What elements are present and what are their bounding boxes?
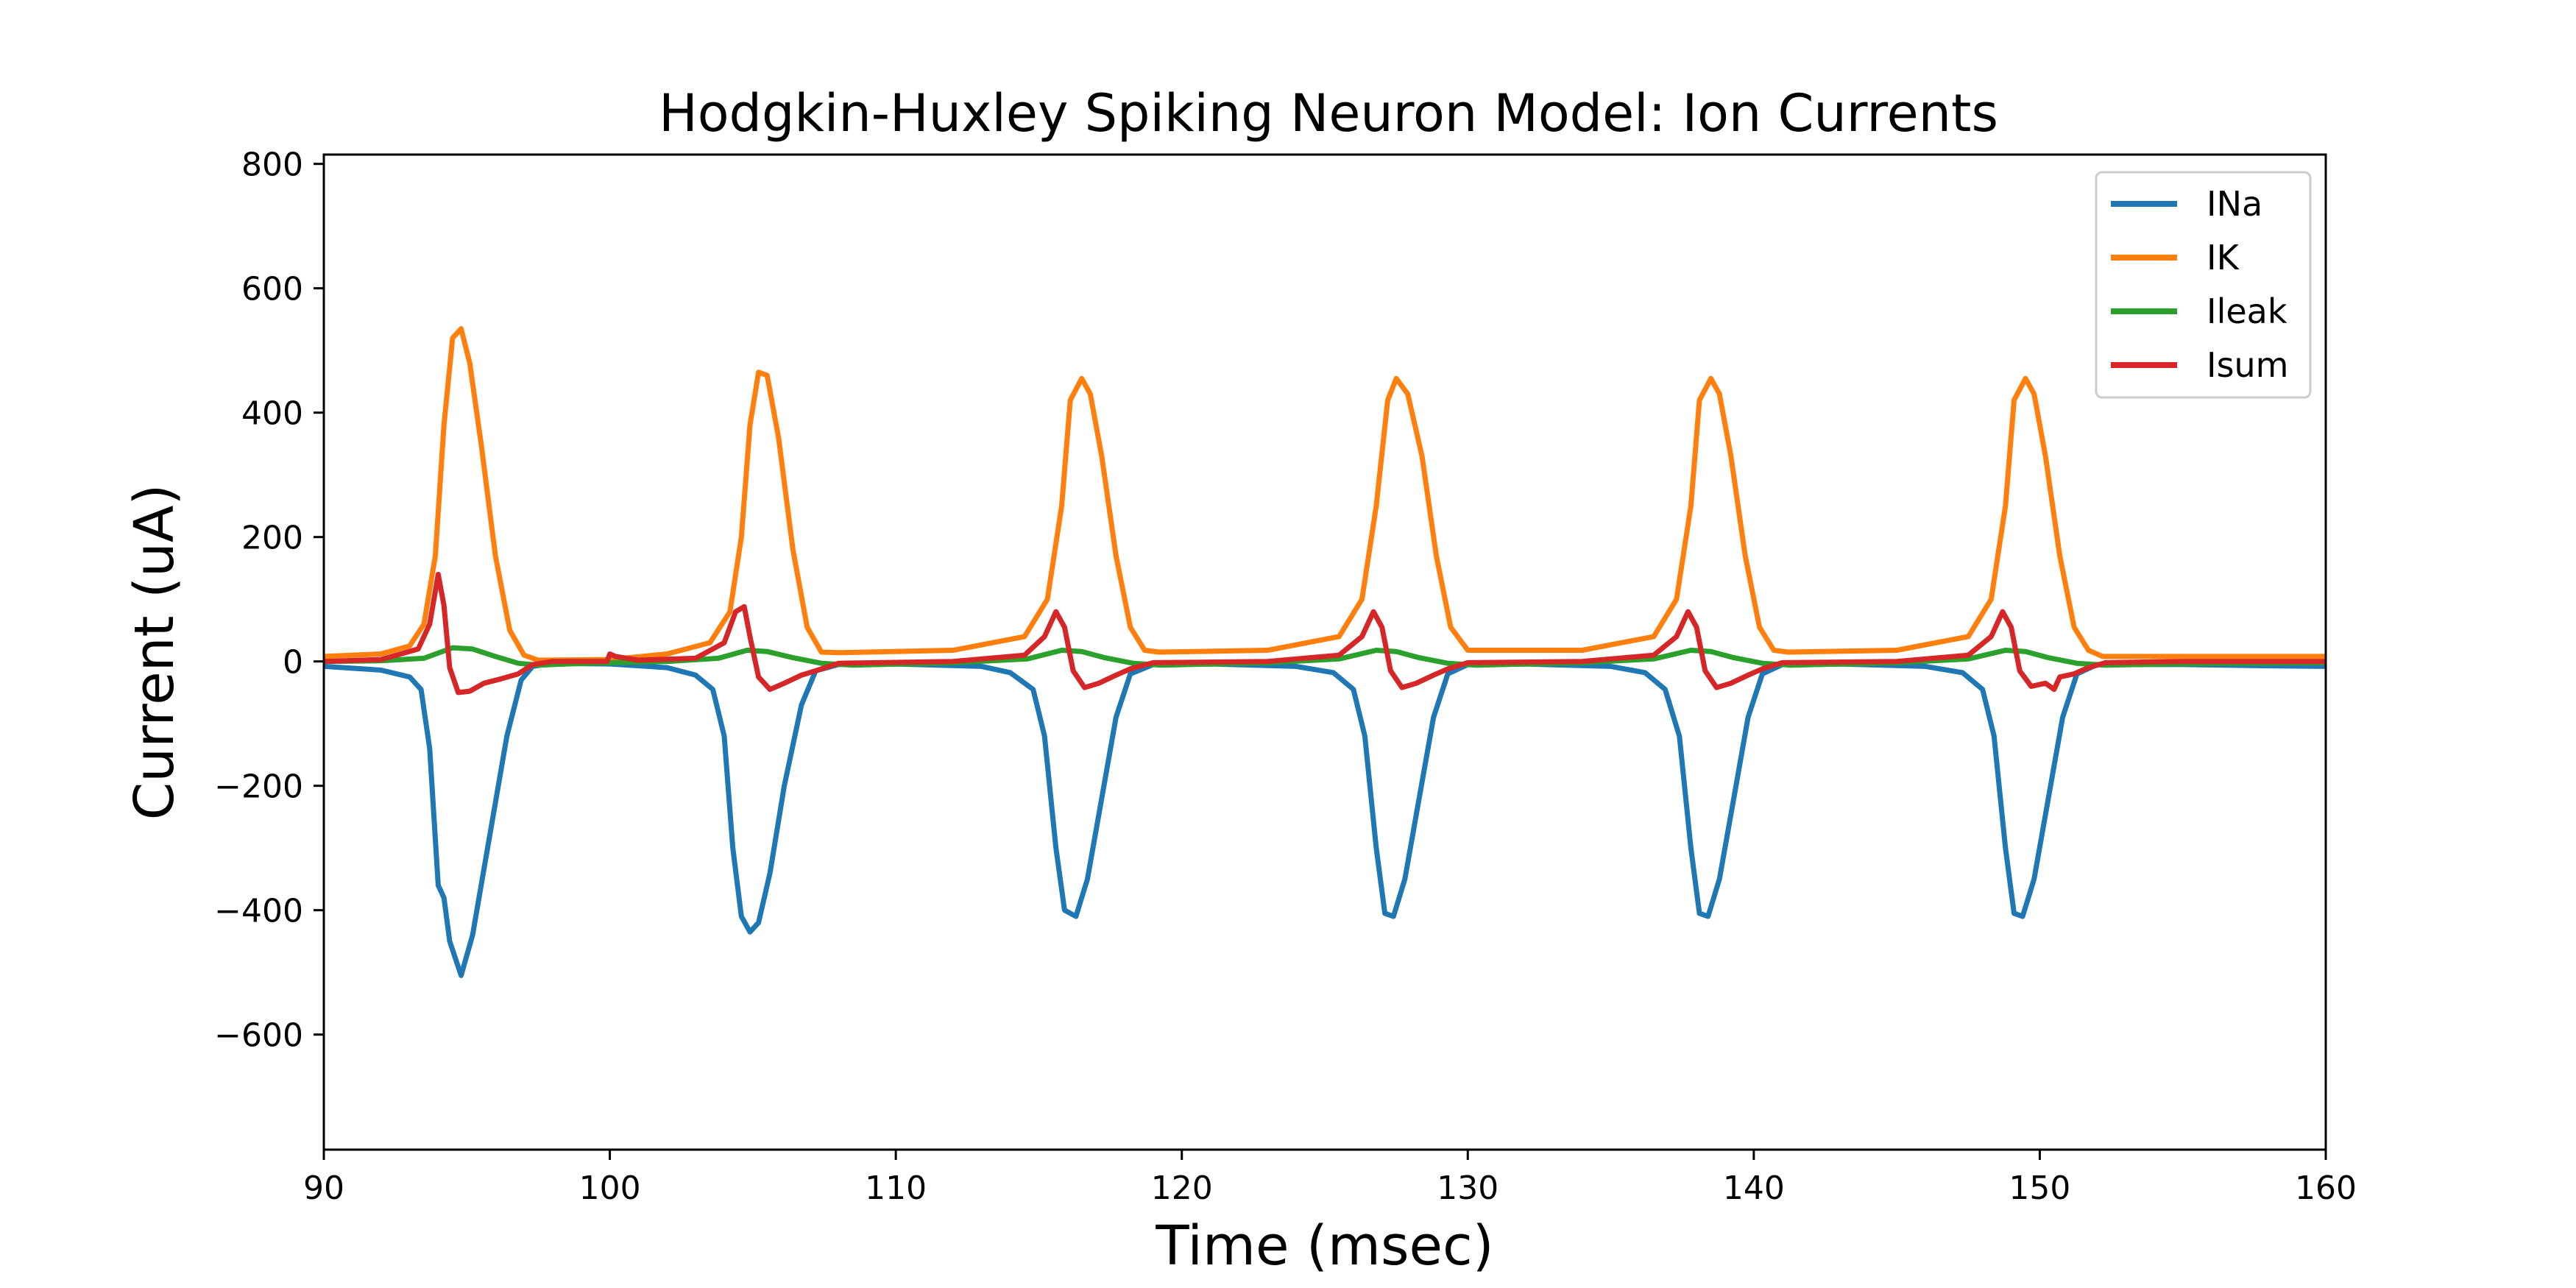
x-tick-label: 140 [1723, 1170, 1785, 1207]
y-tick-label: 400 [241, 395, 303, 433]
x-tick-label: 90 [303, 1170, 344, 1207]
legend-label-ina: INa [2207, 184, 2262, 224]
y-tick-label: −200 [214, 768, 303, 806]
y-tick-label: 0 [283, 644, 303, 682]
legend-box [2095, 171, 2312, 399]
series-line-isum [324, 571, 2326, 696]
x-tick-label: 150 [2009, 1170, 2070, 1207]
legend-label-ik: IK [2207, 238, 2240, 277]
y-tick-label: 200 [241, 520, 303, 557]
legend-label-ileak: Ileak [2207, 291, 2287, 331]
y-tick-label: −400 [214, 893, 303, 930]
x-tick-label: 120 [1151, 1170, 1213, 1207]
chart-title: Hodgkin-Huxley Spiking Neuron Model: Ion… [659, 83, 1998, 144]
x-axis-title: Time (msec) [1155, 1214, 1493, 1278]
legend-label-isum: Isum [2207, 345, 2289, 385]
x-axis: 90 100 110 120 130 140 150 160 [303, 1150, 2357, 1207]
x-tick-label: 110 [865, 1170, 927, 1207]
y-axis: −600 −400 −200 0 200 400 600 800 [214, 146, 324, 1055]
plot-area [324, 326, 2326, 978]
y-tick-label: 600 [241, 271, 303, 308]
y-tick-label: −600 [214, 1017, 303, 1055]
y-tick-label: 800 [241, 146, 303, 184]
x-tick-label: 160 [2295, 1170, 2357, 1207]
series-line-ik [324, 326, 2326, 663]
y-axis-title: Current (uA) [123, 484, 186, 821]
plot-frame [322, 153, 2327, 1151]
x-tick-label: 130 [1437, 1170, 1498, 1207]
x-tick-label: 100 [579, 1170, 641, 1207]
legend: INa IK Ileak Isum [2095, 171, 2312, 399]
